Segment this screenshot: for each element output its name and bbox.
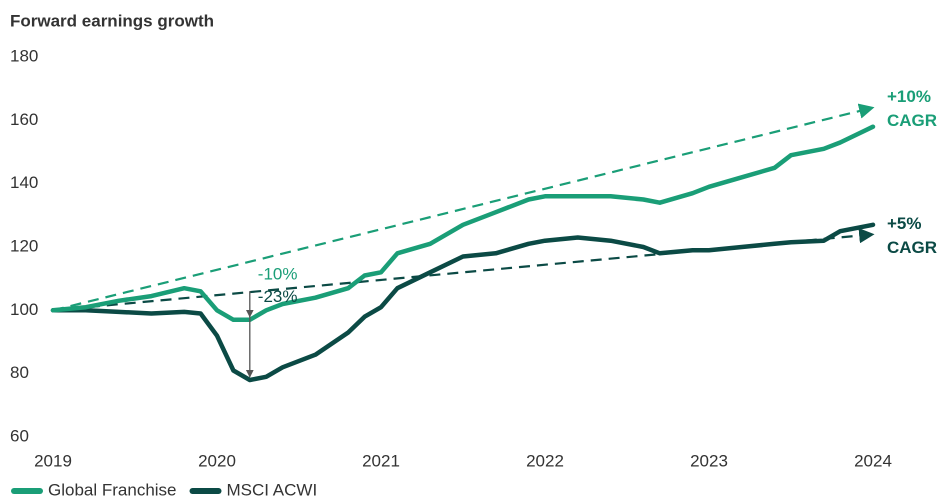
y-tick-label: 120 [10, 236, 38, 255]
drop-label: -23% [258, 287, 298, 306]
x-tick-label: 2021 [362, 451, 400, 470]
x-tick-label: 2022 [526, 451, 564, 470]
chart-title: Forward earnings growth [10, 11, 214, 30]
series-line [50, 222, 876, 383]
trend-label: CAGR [887, 111, 937, 130]
y-tick-label: 100 [10, 300, 38, 319]
drop-label: -10% [258, 265, 298, 284]
x-tick-label: 2020 [198, 451, 236, 470]
x-tick-label: 2024 [854, 451, 892, 470]
legend-label: Global Franchise [48, 480, 177, 499]
trend-label: CAGR [887, 238, 937, 257]
trend-label: +10% [887, 87, 931, 106]
legend-label: MSCI ACWI [227, 480, 318, 499]
y-tick-label: 180 [10, 46, 38, 65]
x-tick-label: 2019 [34, 451, 72, 470]
y-tick-label: 160 [10, 110, 38, 129]
x-tick-label: 2023 [690, 451, 728, 470]
trend-label: +5% [887, 214, 922, 233]
y-tick-label: 140 [10, 173, 38, 192]
y-tick-label: 60 [10, 426, 29, 445]
y-tick-label: 80 [10, 363, 29, 382]
series-line [50, 124, 876, 323]
trend-line [52, 103, 875, 312]
